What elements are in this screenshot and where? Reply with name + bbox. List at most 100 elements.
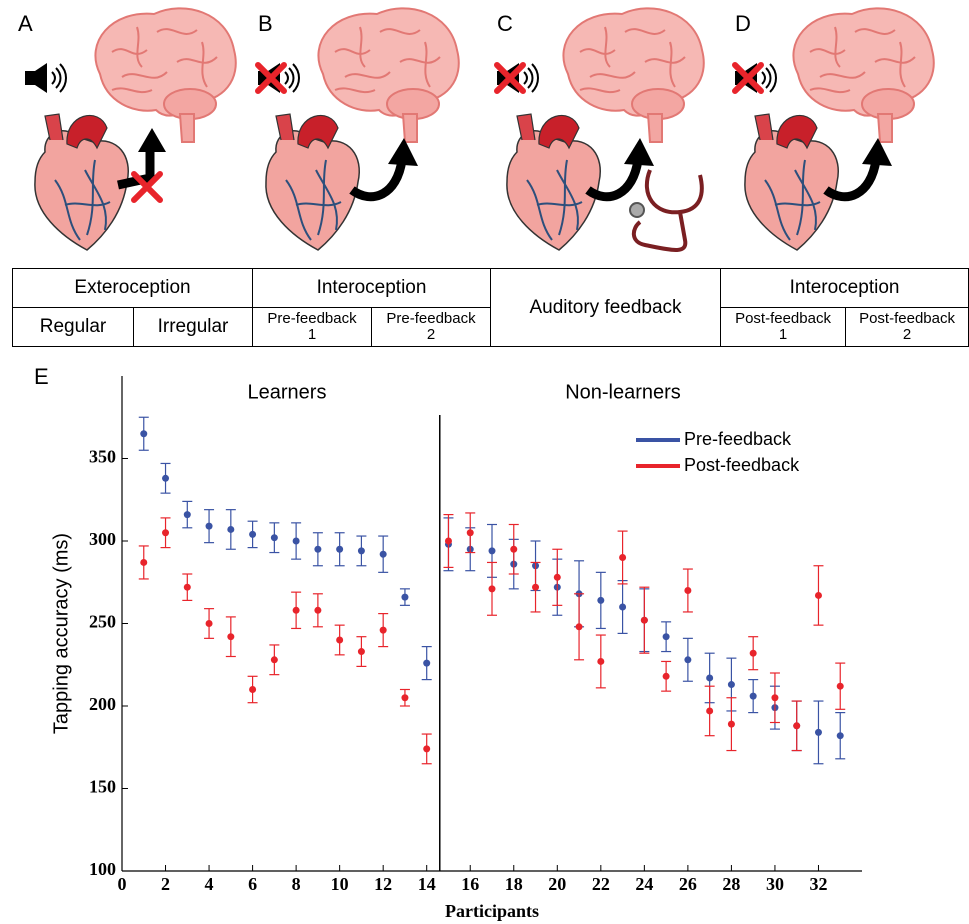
data-point <box>793 722 801 730</box>
data-point <box>640 616 648 624</box>
data-point <box>836 682 844 690</box>
data-point <box>814 728 822 736</box>
data-point <box>532 583 540 591</box>
annotation: Learners <box>248 381 327 403</box>
data-point <box>662 672 670 680</box>
data-point <box>314 545 322 553</box>
y-tick-label: 300 <box>89 529 116 549</box>
condition-table: Exteroception Interoception Auditory fee… <box>12 268 969 347</box>
x-tick-label: 16 <box>461 874 479 894</box>
data-point <box>836 732 844 740</box>
data-point <box>771 694 779 702</box>
data-point <box>597 657 605 665</box>
x-tick-label: 8 <box>292 874 301 894</box>
data-point <box>510 545 518 553</box>
x-tick-label: 24 <box>635 874 653 894</box>
data-point <box>183 511 191 519</box>
data-point <box>684 587 692 594</box>
table-header: Interoception <box>251 268 492 308</box>
data-point <box>706 707 714 715</box>
data-point <box>162 474 170 482</box>
table-header: Auditory feedback <box>490 268 722 347</box>
data-point <box>619 603 627 611</box>
table-cell: Regular <box>12 307 134 347</box>
data-point <box>183 583 191 591</box>
table-cell: Pre-feedback 1 <box>252 307 372 347</box>
x-tick-label: 22 <box>592 874 610 894</box>
data-point <box>249 530 257 538</box>
table-header: Exteroception <box>12 268 253 308</box>
data-point <box>444 537 452 545</box>
data-point <box>749 649 757 657</box>
panel-label: D <box>735 11 751 36</box>
data-point <box>379 550 387 558</box>
panel-label: A <box>18 11 33 36</box>
x-tick-label: 26 <box>679 874 697 894</box>
table-header: Interoception <box>720 268 969 308</box>
panel-c-illustration <box>497 7 705 252</box>
x-tick-label: 28 <box>722 874 740 894</box>
x-tick-label: 12 <box>374 874 392 894</box>
panel-label: E <box>34 364 49 389</box>
table-cell: Post-feedback 1 <box>720 307 847 347</box>
panel-label: C <box>497 11 513 36</box>
panel-d-illustration <box>735 7 935 251</box>
data-point <box>423 659 431 667</box>
y-tick-label: 200 <box>89 694 116 714</box>
data-point <box>553 573 561 581</box>
data-point <box>379 626 387 634</box>
data-point <box>205 620 213 627</box>
data-point <box>814 591 822 599</box>
table-cell: Post-feedback 2 <box>845 307 969 347</box>
y-tick-label: 350 <box>89 447 116 467</box>
x-tick-label: 18 <box>505 874 523 894</box>
y-tick-label: 250 <box>89 612 116 632</box>
data-point <box>401 593 409 601</box>
data-point <box>662 633 670 641</box>
y-tick-label: 150 <box>89 777 116 797</box>
y-tick-label: 100 <box>89 859 116 879</box>
data-point <box>357 648 365 656</box>
data-point <box>292 537 300 545</box>
x-tick-label: 32 <box>809 874 827 894</box>
x-tick-label: 6 <box>248 874 257 894</box>
panel-label: B <box>258 11 273 36</box>
y-axis-label: Tapping accuracy (ms) <box>50 533 72 734</box>
data-point <box>488 585 496 593</box>
table-cell: Irregular <box>133 307 253 347</box>
data-point <box>336 545 344 553</box>
data-point <box>706 674 714 682</box>
data-point <box>575 623 583 631</box>
x-tick-label: 14 <box>418 874 436 894</box>
data-point <box>336 636 344 644</box>
data-point <box>488 547 496 555</box>
x-axis-label: Participants <box>445 901 539 921</box>
x-tick-label: 20 <box>548 874 566 894</box>
data-point <box>401 694 409 702</box>
data-point <box>357 547 365 555</box>
x-tick-label: 4 <box>205 874 214 894</box>
data-point <box>270 656 278 664</box>
data-point <box>292 606 300 614</box>
x-tick-label: 10 <box>331 874 349 894</box>
data-point <box>684 656 692 664</box>
panel-a-illustration <box>24 7 237 251</box>
data-point <box>619 554 627 561</box>
data-point <box>227 525 235 533</box>
data-point <box>749 692 757 700</box>
data-point <box>466 529 474 537</box>
data-point <box>162 529 170 537</box>
legend-label: Post-feedback <box>684 455 800 475</box>
data-point <box>249 686 257 693</box>
data-point <box>270 534 278 542</box>
legend-label: Pre-feedback <box>684 429 792 449</box>
x-tick-label: 30 <box>766 874 784 894</box>
panel-b-illustration <box>258 7 460 251</box>
data-point <box>314 606 322 614</box>
data-point <box>597 596 605 604</box>
data-point <box>140 558 148 566</box>
data-point <box>727 681 735 689</box>
data-point <box>205 522 213 530</box>
